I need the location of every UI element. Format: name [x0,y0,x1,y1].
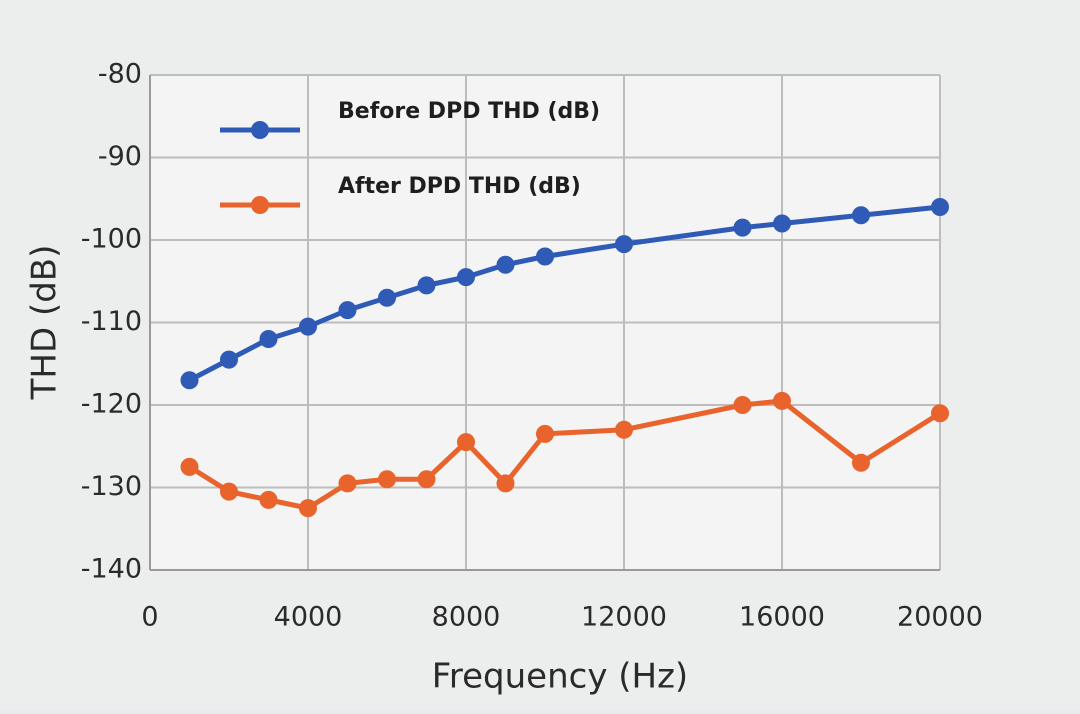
data-point [180,457,199,476]
data-point [417,276,436,295]
y-tick-label: -80 [98,59,142,90]
data-point [733,218,752,237]
data-point [536,424,554,443]
data-point [733,396,752,414]
data-point [338,301,357,320]
data-point [378,288,396,307]
data-point [615,420,633,439]
y-tick-label: -120 [81,389,142,420]
data-point [259,490,278,509]
x-tick-label: 8000 [432,602,501,633]
data-point [180,371,199,390]
y-tick-label: -110 [81,306,142,337]
legend-label: Before DPD THD (dB) [338,99,600,124]
x-axis-title: Frequency (Hz) [432,657,688,697]
y-tick-label: -140 [81,554,142,585]
data-point [615,235,633,254]
data-point [536,247,554,266]
data-point [457,268,475,287]
data-point [259,330,278,348]
data-point [417,470,436,489]
data-point [220,482,238,501]
x-tick-label: 16000 [739,602,825,633]
x-tick-label: 4000 [274,602,343,633]
x-tick-label: 20000 [897,602,983,633]
data-point [378,470,396,489]
data-point [299,317,317,336]
data-point [931,198,949,216]
data-point [852,453,870,472]
data-point [299,499,317,518]
data-point [773,214,791,233]
data-point [496,255,515,274]
data-point [852,206,870,225]
y-axis-title: THD (dB) [25,245,65,401]
data-point [496,474,515,493]
data-point [220,350,238,369]
legend-label: After DPD THD (dB) [338,174,581,199]
y-tick-label: -100 [81,224,142,255]
y-tick-label: -130 [81,471,142,502]
data-point [773,391,791,410]
legend-marker [251,196,269,214]
data-point [338,474,357,493]
y-tick-label: -90 [98,141,142,172]
data-point [457,433,475,452]
x-tick-label: 12000 [581,602,667,633]
legend-marker [251,121,269,139]
data-point [931,404,949,423]
x-tick-label: 0 [141,602,158,633]
